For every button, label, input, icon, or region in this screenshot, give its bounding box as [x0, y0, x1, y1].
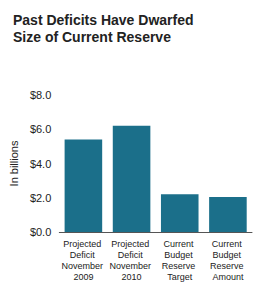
svg-text:Amount: Amount [212, 272, 244, 282]
svg-text:Target: Target [167, 272, 193, 282]
svg-text:Reserve: Reserve [210, 261, 246, 271]
svg-text:November: November [110, 261, 154, 271]
svg-text:Deficit: Deficit [118, 250, 146, 260]
svg-text:Budget: Budget [212, 250, 243, 260]
svg-text:Current: Current [163, 239, 196, 249]
svg-text:Deficit: Deficit [70, 250, 98, 260]
svg-text:$8.0: $8.0 [30, 89, 51, 101]
svg-text:In billions: In billions [8, 140, 20, 186]
svg-text:$6.0: $6.0 [30, 123, 51, 135]
svg-text:Past Deficits Have Dwarfed: Past Deficits Have Dwarfed [13, 12, 197, 28]
svg-text:Projected: Projected [111, 239, 152, 249]
svg-text:November: November [61, 261, 105, 271]
svg-text:$0.0: $0.0 [30, 226, 51, 238]
svg-text:2009: 2009 [73, 272, 93, 282]
svg-text:Size of Current Reserve: Size of Current Reserve [13, 29, 171, 45]
svg-text:Current: Current [212, 239, 245, 249]
svg-text:$2.0: $2.0 [30, 192, 51, 204]
svg-text:Reserve: Reserve [162, 261, 198, 271]
svg-text:Projected: Projected [63, 239, 104, 249]
svg-text:Budget: Budget [164, 250, 195, 260]
svg-text:$4.0: $4.0 [30, 158, 51, 170]
svg-text:2010: 2010 [122, 272, 142, 282]
